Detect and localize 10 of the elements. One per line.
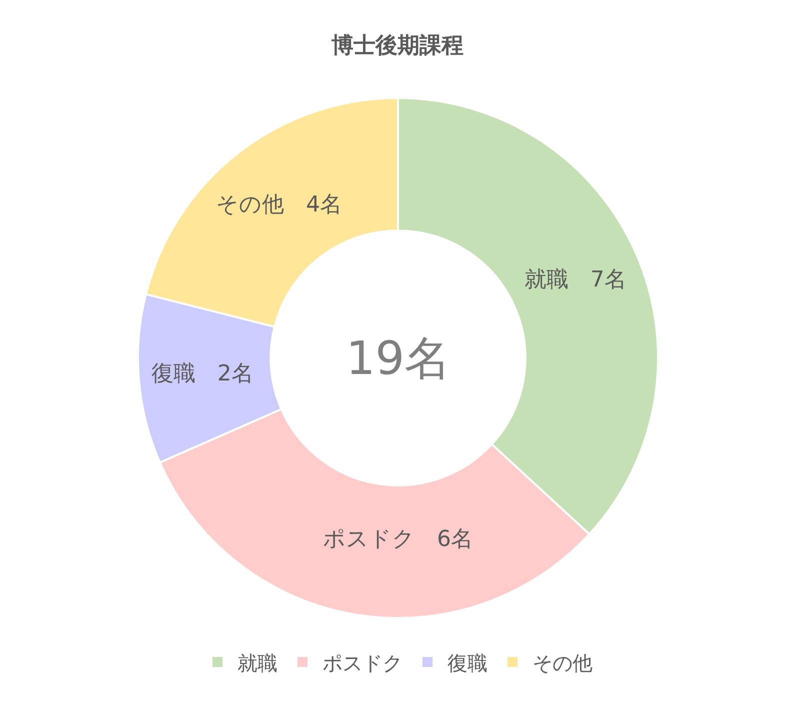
data-label: その他 4名 [216, 192, 342, 218]
legend-label: ポスドク [322, 650, 402, 675]
data-label: 就職 7名 [524, 268, 626, 293]
legend-label: 就職 [238, 650, 278, 675]
legend-label: その他 [532, 650, 592, 675]
text: 19名 [346, 331, 451, 385]
data-label: 復職 2名 [151, 362, 254, 387]
legend-label: 復職 [448, 650, 488, 675]
chart-title: 博士後期課程 [330, 34, 464, 59]
data-label: ポスドク 6名 [323, 527, 473, 552]
